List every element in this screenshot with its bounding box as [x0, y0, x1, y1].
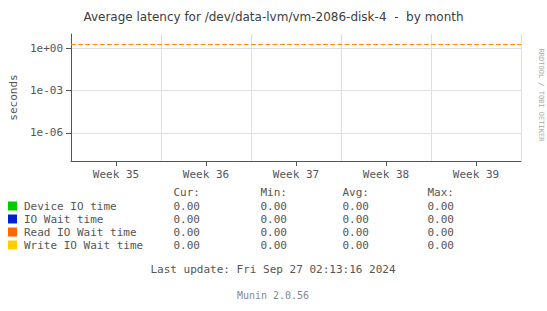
- svg-text:Week 39: Week 39: [453, 168, 499, 181]
- svg-text:1e-03: 1e-03: [30, 84, 63, 97]
- svg-text:0.00: 0.00: [428, 200, 455, 213]
- svg-text:0.00: 0.00: [174, 239, 201, 252]
- svg-text:0.00: 0.00: [174, 226, 201, 239]
- svg-text:Week 36: Week 36: [183, 168, 229, 181]
- svg-text:Device IO time: Device IO time: [24, 200, 117, 213]
- svg-text:Max:: Max:: [428, 186, 455, 199]
- svg-text:0.00: 0.00: [343, 213, 370, 226]
- svg-text:Avg:: Avg:: [343, 186, 370, 199]
- svg-text:Average latency for /dev/data-: Average latency for /dev/data-lvm/vm-208…: [83, 10, 463, 24]
- svg-text:1e+00: 1e+00: [30, 42, 63, 55]
- svg-text:0.00: 0.00: [261, 226, 288, 239]
- svg-text:Week 38: Week 38: [363, 168, 409, 181]
- svg-text:seconds: seconds: [7, 74, 20, 120]
- svg-text:0.00: 0.00: [343, 226, 370, 239]
- svg-text:Write IO Wait time: Write IO Wait time: [24, 239, 143, 252]
- svg-text:0.00: 0.00: [428, 239, 455, 252]
- svg-text:0.00: 0.00: [343, 239, 370, 252]
- svg-text:0.00: 0.00: [261, 213, 288, 226]
- svg-text:Last update: Fri Sep 27 02:13:: Last update: Fri Sep 27 02:13:16 2024: [150, 263, 395, 276]
- svg-text:0.00: 0.00: [174, 200, 201, 213]
- svg-text:RRDTOOL / TOBI OETIKER: RRDTOOL / TOBI OETIKER: [537, 49, 545, 143]
- svg-text:0.00: 0.00: [428, 213, 455, 226]
- svg-text:Week 35: Week 35: [93, 168, 139, 181]
- svg-text:0.00: 0.00: [428, 226, 455, 239]
- svg-text:Week 37: Week 37: [273, 168, 319, 181]
- svg-text:0.00: 0.00: [174, 213, 201, 226]
- svg-text:Read IO Wait time: Read IO Wait time: [24, 226, 137, 239]
- svg-text:0.00: 0.00: [261, 239, 288, 252]
- svg-text:Munin 2.0.56: Munin 2.0.56: [237, 290, 309, 301]
- svg-text:0.00: 0.00: [343, 200, 370, 213]
- svg-text:0.00: 0.00: [261, 200, 288, 213]
- svg-text:Min:: Min:: [261, 186, 288, 199]
- svg-text:1e-06: 1e-06: [30, 126, 63, 139]
- svg-text:Cur:: Cur:: [174, 186, 201, 199]
- svg-text:IO Wait time: IO Wait time: [24, 213, 103, 226]
